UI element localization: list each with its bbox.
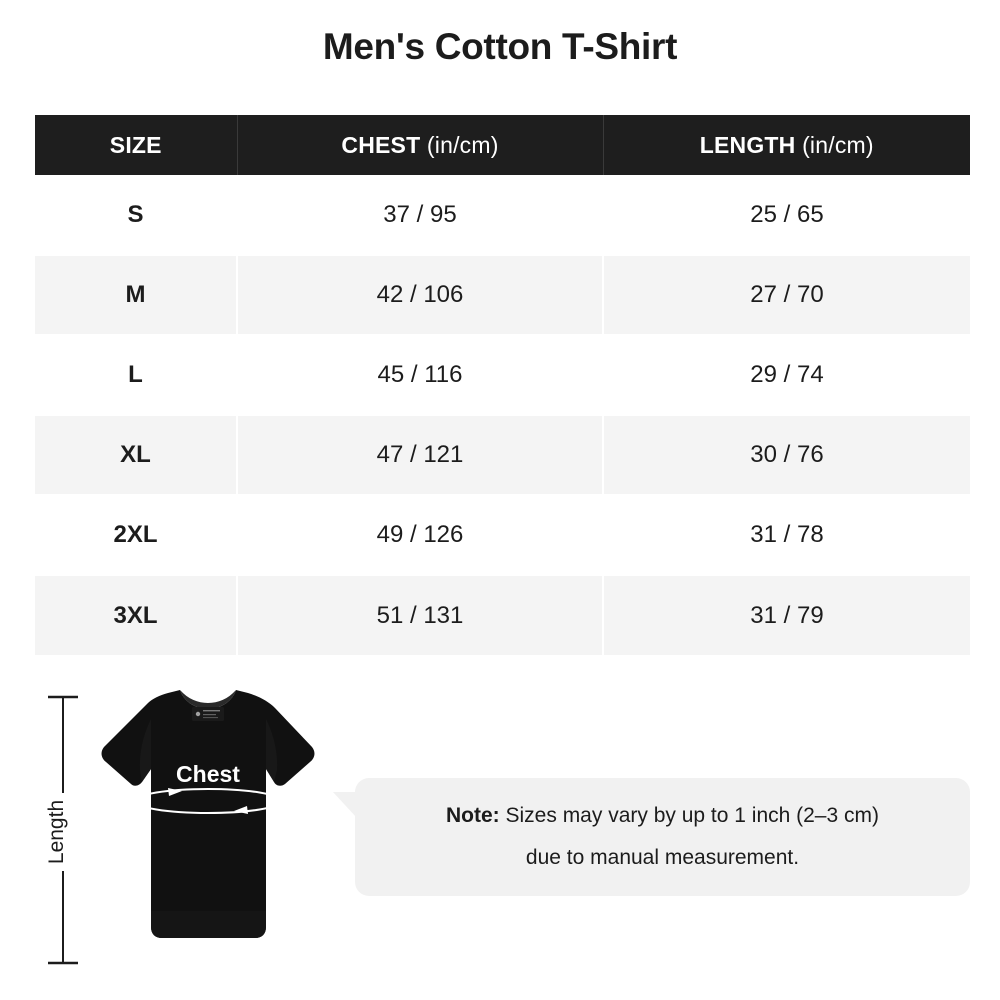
table-row: 3XL 51 / 131 31 / 79 [35, 575, 970, 655]
column-header-length: LENGTH (in/cm) [603, 115, 970, 175]
cell-chest: 49 / 126 [237, 495, 604, 576]
callout-tail-icon [333, 792, 357, 818]
table-header-row: SIZE CHEST (in/cm) LENGTH (in/cm) [35, 115, 970, 175]
table-row: L 45 / 116 29 / 74 [35, 335, 970, 416]
cell-size: S [35, 175, 238, 256]
cell-size: 2XL [35, 495, 238, 576]
column-header-size: SIZE [35, 115, 238, 175]
cell-chest: 42 / 106 [237, 255, 604, 336]
cell-length: 27 / 70 [603, 255, 970, 336]
note-lead-label: Note: [446, 804, 500, 827]
cell-chest: 51 / 131 [237, 575, 604, 655]
neck-tag-icon [192, 707, 224, 721]
column-header-chest: CHEST (in/cm) [237, 115, 604, 175]
cell-chest: 47 / 121 [237, 415, 604, 496]
column-header-chest-unit: (in/cm) [420, 131, 499, 158]
cell-length: 25 / 65 [603, 175, 970, 256]
size-chart-table: SIZE CHEST (in/cm) LENGTH (in/cm) S 37 /… [35, 115, 970, 655]
note-line-1: Note: Sizes may vary by up to 1 inch (2–… [446, 795, 879, 837]
chest-measurement-ellipse [134, 788, 282, 814]
cell-size: M [35, 255, 238, 336]
chest-label: Chest [176, 761, 240, 787]
column-header-length-label: LENGTH [699, 131, 796, 158]
column-header-chest-label: CHEST [341, 131, 421, 158]
length-measurement-bracket [48, 695, 78, 965]
note-text-part-1: Sizes may vary by up to 1 inch (2–3 cm) [499, 804, 879, 827]
table-row: 2XL 49 / 126 31 / 78 [35, 495, 970, 576]
column-header-size-label: SIZE [109, 131, 162, 158]
measurement-illustration: Chest Length [0, 665, 1000, 1000]
note-callout: Note: Sizes may vary by up to 1 inch (2–… [333, 778, 970, 896]
column-header-length-unit: (in/cm) [795, 131, 874, 158]
cell-size: 3XL [35, 575, 238, 655]
cell-length: 29 / 74 [603, 335, 970, 416]
cell-size: L [35, 335, 238, 416]
table-row: XL 47 / 121 30 / 76 [35, 415, 970, 496]
note-line-2: due to manual measurement. [525, 846, 800, 869]
cell-chest: 45 / 116 [237, 335, 604, 416]
table-row: S 37 / 95 25 / 65 [35, 175, 970, 256]
page-title: Men's Cotton T-Shirt [322, 26, 678, 67]
cell-chest: 37 / 95 [237, 175, 604, 256]
cell-length: 31 / 78 [603, 495, 970, 576]
length-label: Length [45, 800, 68, 864]
cell-size: XL [35, 415, 238, 496]
tshirt-illustration-svg: Chest Length [45, 690, 315, 965]
cell-length: 31 / 79 [603, 575, 970, 655]
cell-length: 30 / 76 [603, 415, 970, 496]
table-row: M 42 / 106 27 / 70 [35, 255, 970, 336]
